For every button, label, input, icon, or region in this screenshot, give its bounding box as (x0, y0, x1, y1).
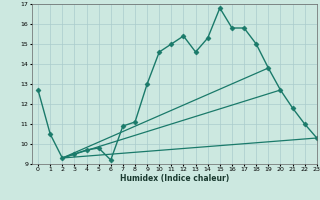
X-axis label: Humidex (Indice chaleur): Humidex (Indice chaleur) (120, 174, 229, 183)
